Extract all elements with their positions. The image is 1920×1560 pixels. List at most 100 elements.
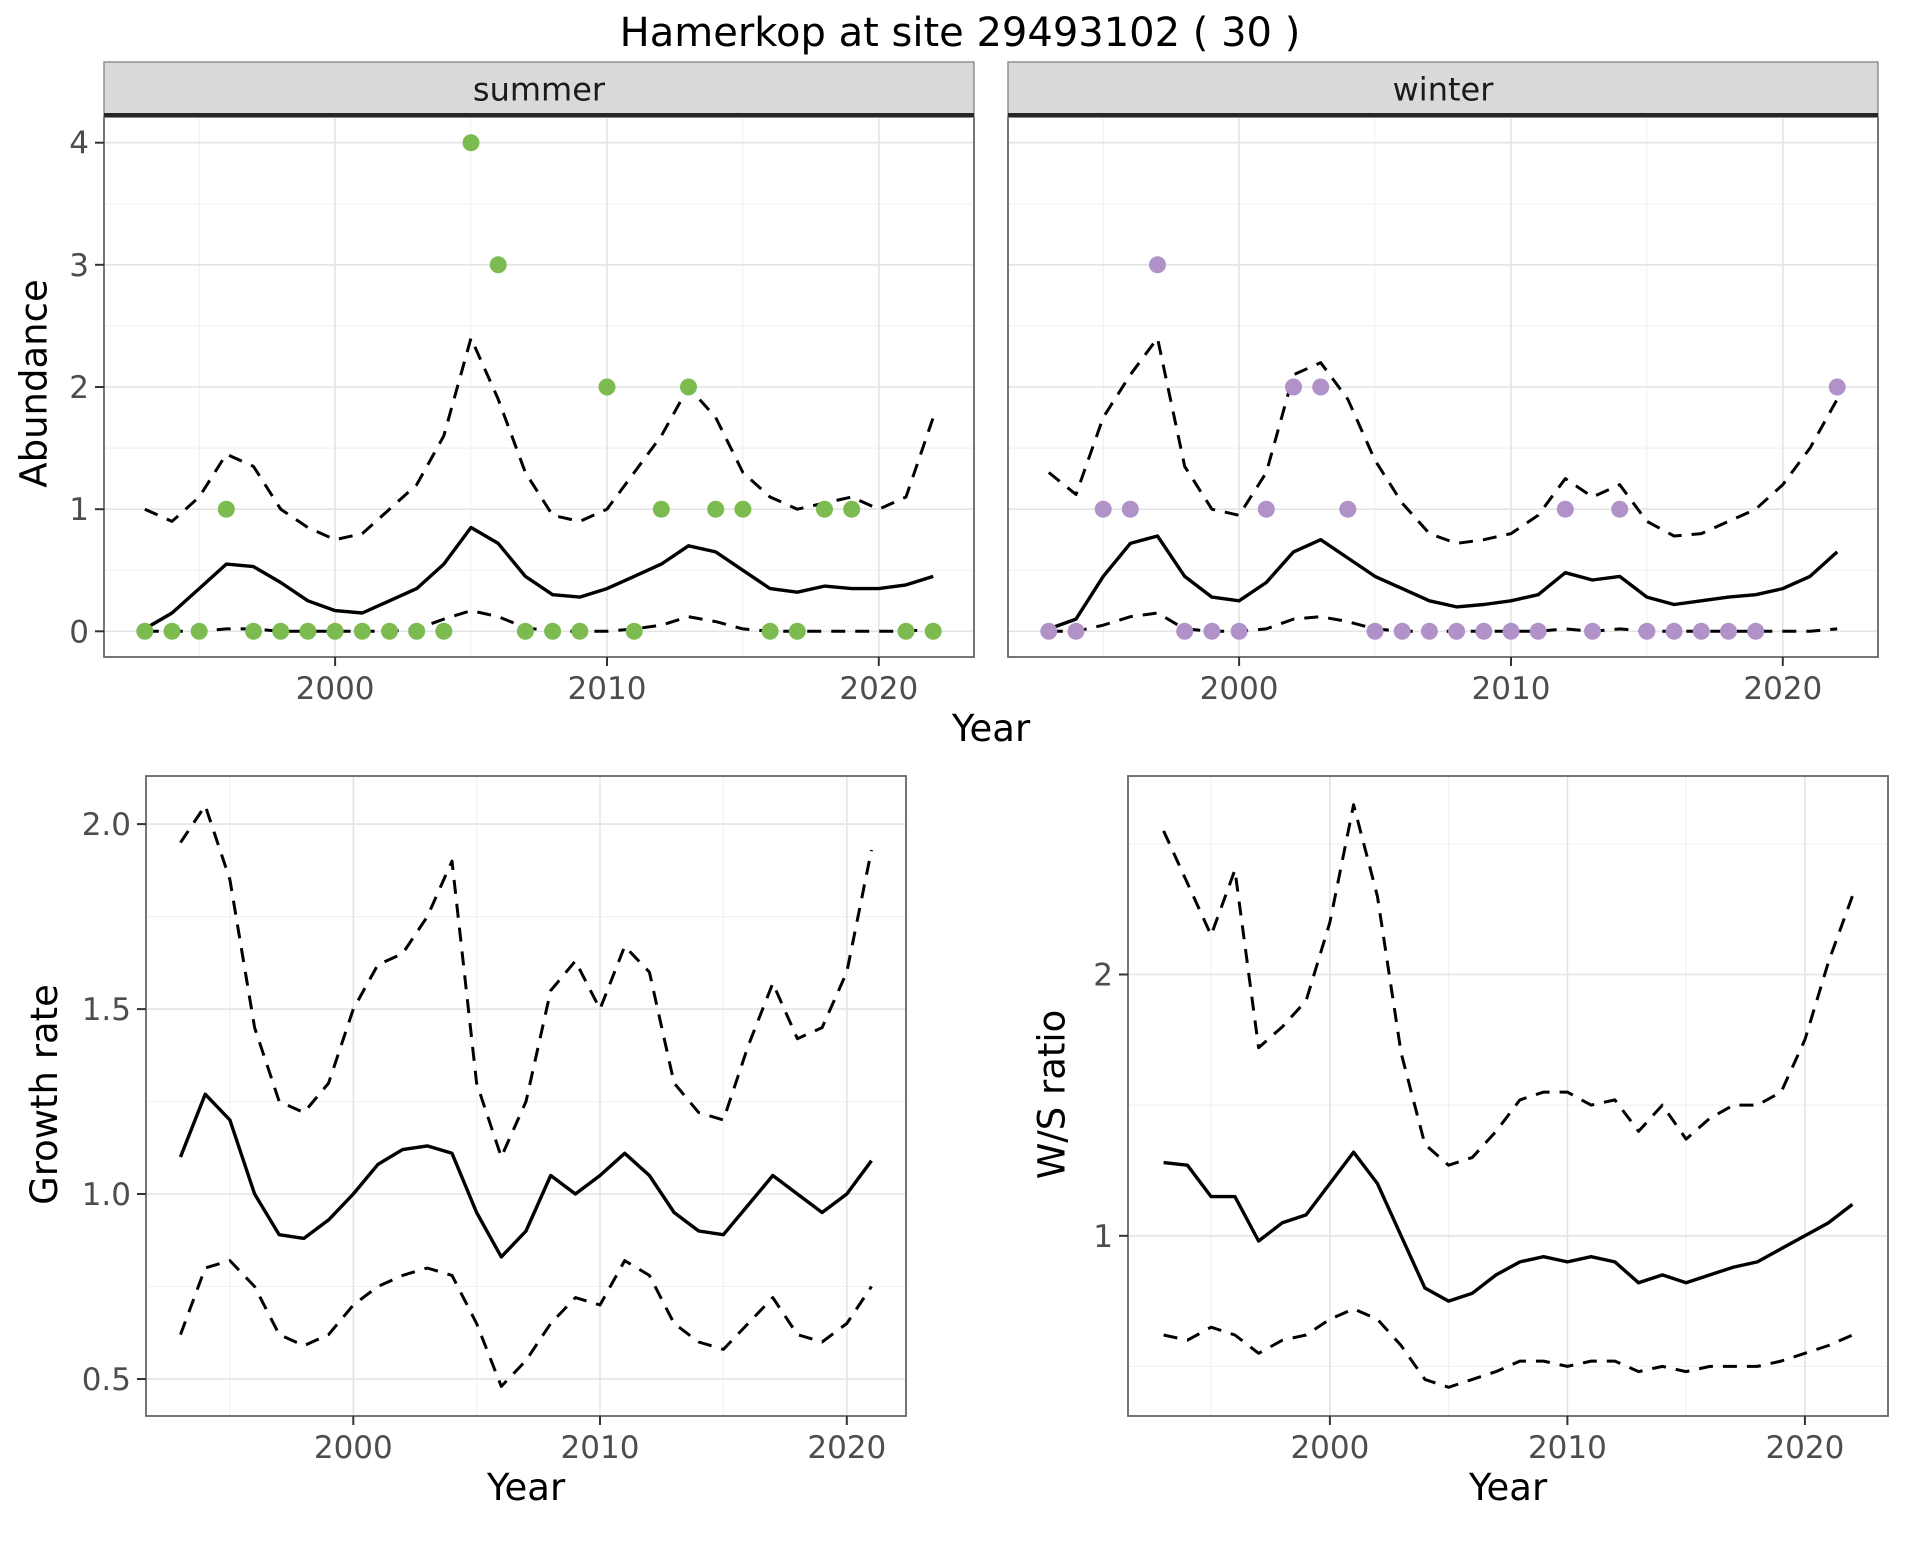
y-tick-label: 1.5: [82, 992, 131, 1028]
winter-observed-point: [1393, 622, 1411, 640]
winter-observed-point: [1230, 622, 1248, 640]
ci-lower-line: [179, 1259, 873, 1388]
ws-ratio-axis-label: W/S ratio: [1030, 1009, 1074, 1179]
y-tick-label: 1: [1093, 1219, 1113, 1255]
summer-observed-point: [245, 622, 262, 640]
growth-rate-panel: 2000 2010 2020 0.5 1.0 1.5 2.0: [82, 775, 907, 1466]
abundance-axis-label-column: Abundance: [10, 62, 58, 705]
summer-observed-point: [652, 500, 670, 518]
summer-observed-point: [816, 500, 833, 518]
summer-observed-point: [408, 622, 426, 640]
winter-observed-point: [1121, 500, 1139, 518]
summer-observed-point: [598, 378, 616, 396]
winter-observed-point: [1094, 500, 1112, 518]
summer-observed-point: [489, 256, 507, 274]
ci-upper-line: [1047, 336, 1839, 545]
winter-observed-point: [1257, 500, 1275, 518]
mean-line: [1048, 534, 1839, 631]
growth-rate-figure: Growth rate 2000 2010 2020 0.5 1.0 1.5 2.0 Yea…: [20, 764, 918, 1509]
x-tick-label: 2010: [568, 671, 647, 707]
abundance-figure: Abundance 2000 2010 2020 0 1 2 3 4 summer 2000 20…: [0, 61, 1920, 707]
summer-observed-point: [897, 622, 915, 640]
facet-strip: [1007, 61, 1879, 118]
summer-observed-point: [190, 622, 208, 640]
winter-observed-point: [1720, 622, 1737, 640]
panel-border: [145, 775, 907, 1417]
facet-strip: [103, 61, 975, 118]
bottom-figures: Growth rate 2000 2010 2020 0.5 1.0 1.5 2.0 Yea…: [0, 764, 1920, 1509]
mean-line: [178, 1092, 873, 1259]
y-tick-label: 1.0: [82, 1177, 131, 1213]
summer-observed-point: [924, 622, 942, 640]
ci-upper-line: [179, 804, 873, 1159]
facet-strip-label: summer: [473, 71, 606, 109]
ws-ratio-figure: W/S ratio 2000 2010 2020 1 2 Year: [1028, 764, 1900, 1509]
summer-observed-point: [326, 622, 344, 640]
ws-ratio-panel: 2000 2010 2020 1 2: [1093, 775, 1889, 1466]
summer-observed-point: [625, 622, 643, 640]
chart-title: Hamerkop at site 29493102 ( 30 ): [619, 10, 1301, 56]
winter-observed-point: [1556, 500, 1574, 518]
y-tick-label: 4: [69, 126, 89, 162]
mean-line: [1163, 1150, 1854, 1303]
winter-observed-point: [1312, 378, 1330, 396]
winter-observed-point: [1448, 622, 1466, 640]
winter-observed-point: [1692, 622, 1710, 640]
x-tick-label: 2000: [296, 671, 375, 707]
x-tick-label: 2020: [807, 1430, 886, 1466]
summer-observed-point: [761, 622, 779, 640]
winter-observed-point: [1067, 622, 1085, 640]
winter-observed-point: [1747, 622, 1765, 640]
winter-observed-point: [1475, 622, 1493, 640]
winter-abundance-panel: 2000 2010 2020 winter: [1007, 61, 1879, 707]
growth-rate-axis-label-column: Growth rate: [20, 764, 68, 1464]
y-tick-label: 3: [69, 248, 89, 284]
panel-background: [1128, 776, 1888, 1416]
summer-observed-point: [707, 500, 725, 518]
ci-upper-line: [1162, 803, 1854, 1167]
winter-observed-point: [1611, 500, 1629, 518]
x-tick-label: 2020: [839, 671, 918, 707]
growth-rate-axis-label: Growth rate: [22, 983, 66, 1205]
winter-observed-point: [1040, 622, 1058, 640]
year-axis-label-top: Year: [951, 707, 1031, 750]
winter-observed-point: [1638, 622, 1656, 640]
winter-observed-point: [1665, 622, 1683, 640]
summer-observed-point: [680, 378, 697, 396]
x-tick-label: 2010: [561, 1430, 640, 1466]
winter-observed-point: [1584, 622, 1601, 640]
summer-observed-point: [136, 622, 154, 640]
y-tick-label: 0: [69, 614, 89, 650]
summer-observed-point: [544, 622, 562, 640]
winter-observed-point: [1285, 378, 1302, 396]
y-tick-label: 2.0: [82, 807, 131, 843]
summer-observed-point: [516, 622, 534, 640]
y-tick-label: 2: [1093, 958, 1113, 994]
x-tick-label: 2020: [1743, 671, 1822, 707]
summer-observed-point: [217, 500, 235, 518]
winter-observed-point: [1149, 256, 1166, 274]
y-tick-label: 0.5: [82, 1362, 131, 1398]
ci-upper-line: [144, 336, 935, 542]
summer-observed-point: [571, 622, 589, 640]
summer-observed-point: [435, 622, 453, 640]
panel-border: [1127, 775, 1889, 1417]
winter-observed-point: [1203, 622, 1221, 640]
winter-observed-point: [1529, 622, 1547, 640]
winter-observed-point: [1420, 622, 1438, 640]
summer-observed-point: [843, 500, 861, 518]
summer-observed-point: [299, 622, 317, 640]
x-tick-label: 2000: [1290, 1430, 1369, 1466]
winter-observed-point: [1176, 622, 1194, 640]
winter-observed-point: [1339, 500, 1357, 518]
summer-observed-point: [462, 134, 480, 152]
y-tick-label: 1: [69, 492, 89, 528]
x-tick-label: 2000: [1200, 671, 1279, 707]
facet-gap: [980, 62, 1006, 705]
summer-observed-point: [381, 622, 398, 640]
summer-observed-point: [272, 622, 290, 640]
abundance-axis-label: Abundance: [12, 279, 56, 488]
summer-observed-point: [788, 622, 806, 640]
summer-observed-point: [734, 500, 752, 518]
summer-observed-point: [353, 622, 371, 640]
